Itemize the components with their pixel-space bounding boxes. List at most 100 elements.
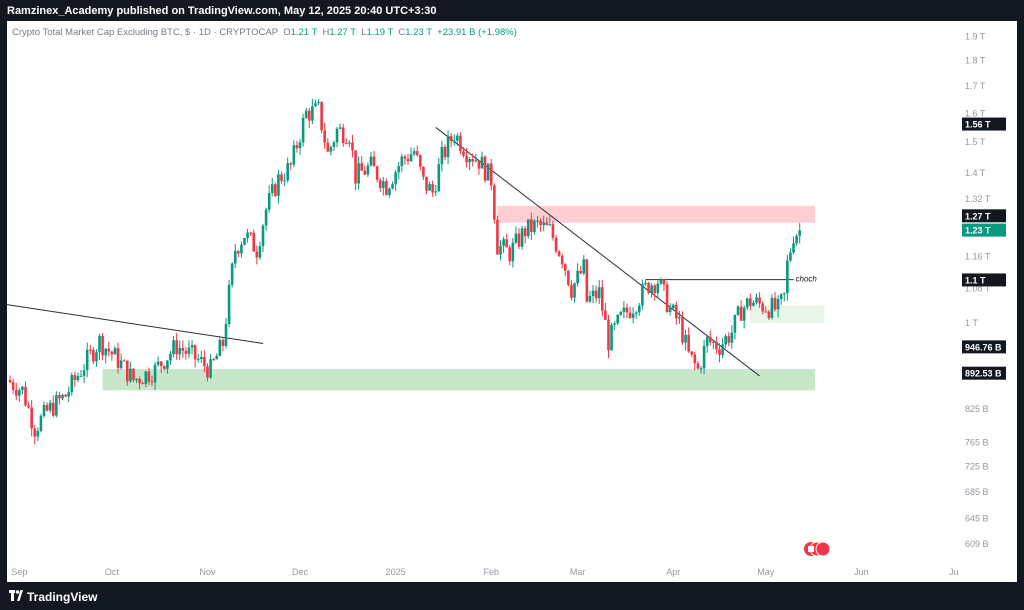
candle-body	[144, 371, 148, 384]
annotations: choch	[796, 274, 818, 283]
candle-body	[317, 101, 320, 104]
y-tick-label: 1.5 T	[965, 137, 986, 147]
candle-body	[320, 101, 323, 131]
candle-body	[582, 259, 586, 274]
y-tick-label: 1.8 T	[965, 56, 986, 66]
candle-body	[798, 230, 801, 236]
candle-body	[644, 282, 647, 284]
candle-body	[779, 294, 783, 300]
candle-body	[178, 347, 182, 355]
candles	[8, 98, 801, 445]
x-tick-label: Sep	[11, 567, 27, 577]
candle-body	[252, 232, 256, 252]
symbol-legend: Crypto Total Market Cap Excluding BTC, $…	[12, 27, 517, 38]
chart-panel[interactable]: choch 1.9 T 1.8 T 1.7 T 1.6 T 1.5 T 1.4 T 1.32…	[7, 21, 1017, 582]
candle-body	[385, 181, 388, 196]
candle-body	[311, 106, 314, 121]
candle-body	[335, 128, 339, 143]
y-tick-label: 1.08 T	[965, 284, 991, 294]
candle-body	[770, 297, 774, 318]
candle-body	[656, 283, 660, 294]
candle-body	[30, 407, 33, 429]
candle-body	[773, 297, 777, 310]
y-tick-label: 825 B	[965, 404, 989, 414]
candle-body	[249, 232, 252, 234]
news-badge[interactable]	[804, 541, 831, 557]
candle-body	[767, 311, 771, 318]
candle-body	[604, 310, 607, 320]
candle-body	[480, 156, 484, 169]
candle-body	[138, 378, 141, 384]
candle-body	[641, 283, 644, 306]
publisher-text: Ramzinex_Academy published on TradingVie…	[7, 5, 437, 17]
candle-body	[539, 220, 542, 226]
candle-body	[129, 368, 132, 382]
candle-body	[616, 314, 620, 324]
candle-body	[200, 357, 203, 359]
candle-body	[718, 349, 721, 355]
candle-body	[39, 415, 43, 431]
candle-body	[523, 228, 527, 237]
trendline-lower[interactable]	[7, 304, 264, 344]
candle-body	[530, 219, 533, 233]
candle-body	[684, 334, 687, 343]
candle-body	[428, 184, 431, 191]
zone-demand-lower	[102, 368, 816, 391]
candle-body	[85, 349, 89, 371]
candle-body	[699, 368, 703, 370]
candle-body	[227, 284, 231, 324]
candle-body	[563, 264, 567, 271]
candle-body	[98, 335, 101, 353]
candle-body	[344, 143, 348, 145]
candle-body	[119, 360, 123, 368]
candle-body	[631, 313, 635, 318]
candle-body	[326, 142, 330, 152]
y-tick-label: 1.7 T	[965, 81, 986, 91]
candle-body	[255, 251, 259, 258]
candle-body	[733, 314, 737, 333]
candle-body	[776, 299, 780, 310]
candle-body	[675, 304, 678, 319]
candle-body	[536, 220, 539, 222]
candle-body	[431, 184, 434, 193]
candle-body	[749, 298, 752, 306]
candle-body	[274, 184, 277, 196]
candle-body	[653, 285, 657, 294]
candle-body	[113, 348, 117, 355]
price-label: 892.53 B	[965, 369, 1002, 379]
candle-body	[341, 127, 345, 144]
candle-body	[496, 219, 499, 255]
candle-body	[58, 394, 61, 399]
candle-body	[70, 375, 74, 393]
candle-body	[375, 166, 379, 180]
footer-bar: TradingView	[0, 582, 1024, 610]
candle-body	[415, 151, 419, 156]
candle-body	[533, 220, 536, 233]
candle-body	[243, 238, 246, 245]
candle-body	[638, 305, 641, 313]
candle-body	[499, 245, 502, 255]
candle-body	[187, 347, 191, 354]
candle-body	[434, 191, 438, 193]
candle-body	[486, 163, 490, 181]
candle-body	[493, 185, 496, 220]
candle-body	[11, 382, 15, 390]
candle-body	[422, 166, 425, 177]
candle-body	[554, 237, 558, 252]
candle-body	[27, 405, 30, 408]
candle-body	[551, 224, 555, 238]
candle-body	[372, 156, 376, 167]
trendline-upper[interactable]	[435, 127, 760, 377]
candle-body	[184, 350, 188, 354]
candle-body	[240, 244, 243, 254]
candle-body	[264, 209, 268, 226]
x-tick-label: Jun	[854, 567, 869, 577]
news-icon-3[interactable]	[815, 541, 831, 557]
candle-body	[702, 345, 706, 369]
candle-body	[172, 340, 175, 354]
candle-body	[348, 142, 351, 144]
candle-body	[634, 312, 638, 314]
price-chart[interactable]: choch 1.9 T 1.8 T 1.7 T 1.6 T 1.5 T 1.4 T 1.32…	[7, 21, 1017, 582]
candle-body	[147, 371, 151, 382]
candle-body	[51, 402, 55, 416]
